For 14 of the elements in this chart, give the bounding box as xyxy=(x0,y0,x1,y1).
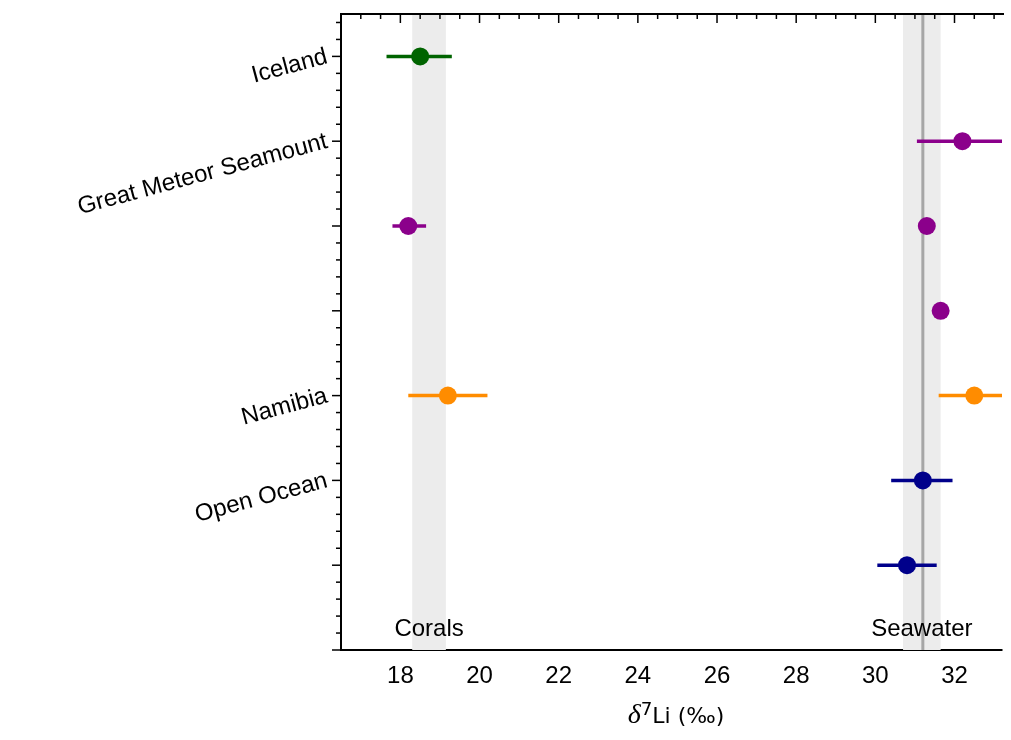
x-tick-label: 22 xyxy=(545,661,573,689)
x-axis-title: δ$^{7}$Li (‰) xyxy=(626,698,726,731)
x-tick-label: 26 xyxy=(703,661,731,689)
band-label: Seawater xyxy=(871,614,973,641)
y-tick-label: Open Ocean xyxy=(191,465,331,527)
y-tick-label: Namibia xyxy=(237,380,331,430)
x-tick-label: 18 xyxy=(387,661,414,689)
x-tick-label: 30 xyxy=(861,661,889,689)
y-tick-label: Iceland xyxy=(248,41,331,88)
x-tick-label: 24 xyxy=(624,661,652,689)
band-label: Corals xyxy=(394,614,464,641)
x-tick-label: 20 xyxy=(466,661,493,689)
x-tick-label: 32 xyxy=(941,661,968,689)
x-tick-label: 28 xyxy=(782,661,810,689)
